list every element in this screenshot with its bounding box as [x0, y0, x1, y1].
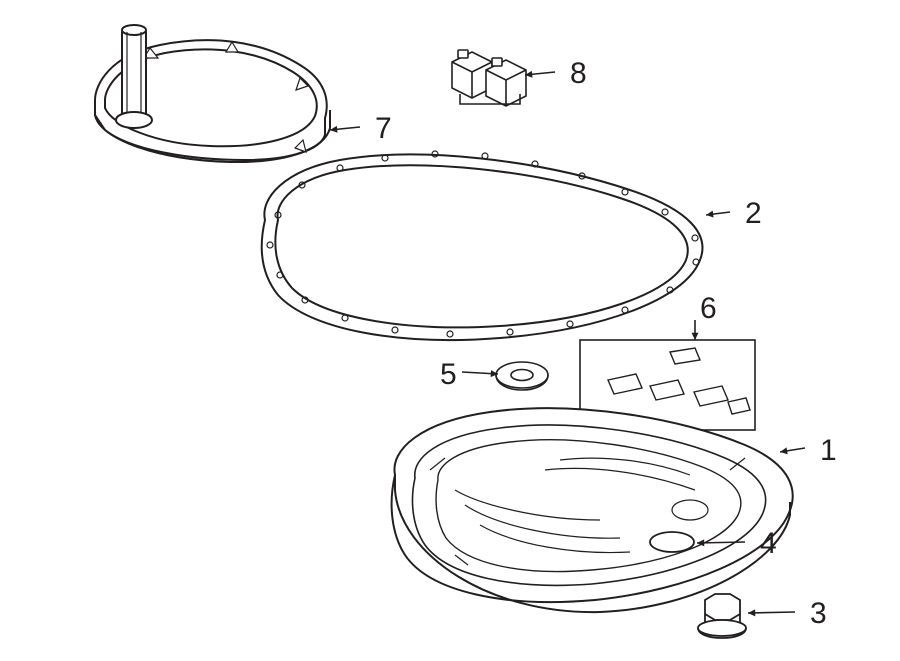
callout-arrowhead-3: [748, 609, 755, 616]
callout-label-7: 7: [375, 112, 392, 145]
callout-label-6: 6: [700, 292, 717, 325]
callout-arrowhead-6: [692, 333, 699, 340]
callout-arrowhead-1: [780, 447, 788, 454]
callout-label-3: 3: [810, 597, 827, 630]
part-5-seal-washer: [496, 362, 548, 390]
part-7-filter: [95, 25, 330, 162]
callout-label-4: 4: [760, 527, 777, 560]
parts-diagram: 1 2 3 4 5 6 7 8: [0, 0, 900, 661]
part-1-oil-pan: [392, 408, 793, 612]
callout-label-2: 2: [745, 197, 762, 230]
callout-label-5: 5: [440, 358, 457, 391]
callout-label-1: 1: [820, 434, 837, 467]
callout-label-8: 8: [570, 57, 587, 90]
part-8-plug: [452, 50, 526, 106]
part-3-drain-plug: [698, 594, 746, 638]
part-2-gasket: [262, 151, 703, 340]
